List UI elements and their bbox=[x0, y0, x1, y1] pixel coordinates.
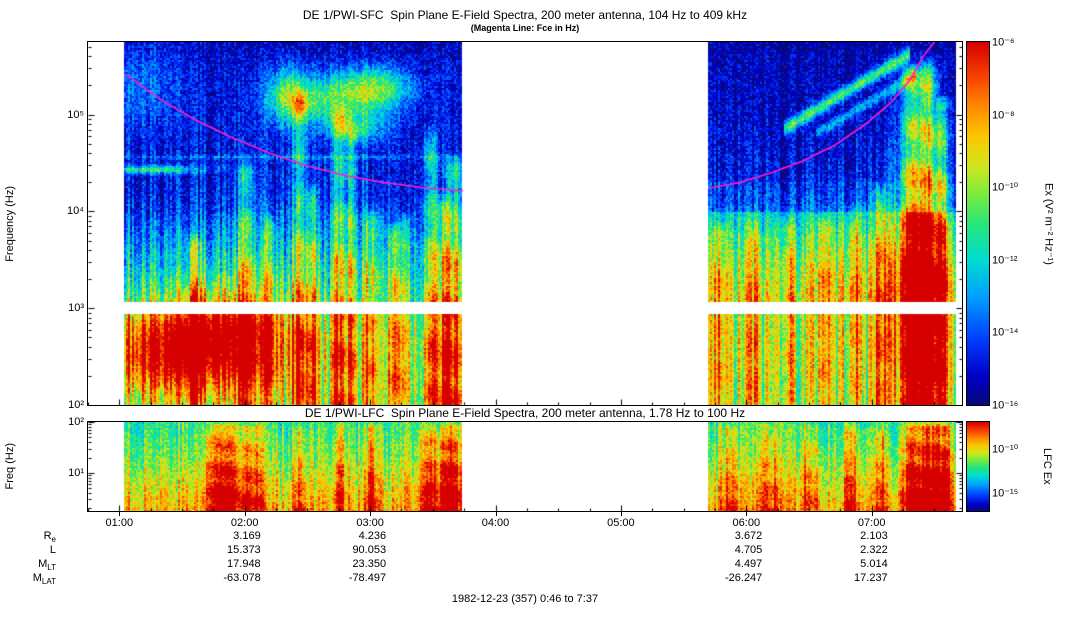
ephemeris-value: 4.705 bbox=[734, 544, 763, 556]
sfc-colorbar-tick-label: 10⁻¹² bbox=[992, 254, 1018, 267]
sfc-y-tick-label: 10⁵ bbox=[67, 108, 84, 121]
date-range-caption: 1982-12-23 (357) 0:46 to 7:37 bbox=[451, 593, 599, 605]
lfc-colorbar-box bbox=[966, 421, 990, 512]
x-axis-tick bbox=[370, 512, 372, 516]
lfc-spectrogram-canvas bbox=[88, 422, 962, 511]
ephemeris-value: -63.078 bbox=[223, 572, 261, 584]
ephemeris-value: 5.014 bbox=[860, 558, 888, 570]
sfc-colorbar-tick-label: 10⁻¹⁴ bbox=[992, 326, 1019, 339]
ephemeris-value: -26.247 bbox=[724, 572, 763, 584]
x-tick-label: 02:00 bbox=[230, 517, 259, 529]
lfc-colorbar-tick-label: 10⁻¹⁰ bbox=[992, 443, 1019, 456]
sfc-plot-area bbox=[87, 41, 963, 406]
ephemeris-value: 3.169 bbox=[233, 530, 261, 542]
x-axis-tick bbox=[495, 512, 497, 516]
lfc-y-axis-label: Freq (Hz) bbox=[4, 443, 16, 490]
sfc-title: DE 1/PWI-SFC Spin Plane E-Field Spectra,… bbox=[302, 8, 748, 22]
x-axis-tick bbox=[871, 512, 873, 516]
lfc-colorbar-tick-label: 10⁻¹⁵ bbox=[992, 487, 1019, 500]
sfc-colorbar-tick-label: 10⁻⁸ bbox=[992, 109, 1015, 122]
ephemeris-value: 2.322 bbox=[860, 544, 888, 556]
sfc-y-tick-label: 10⁴ bbox=[67, 205, 84, 218]
ephemeris-label-sub: e bbox=[51, 535, 56, 545]
ephemeris-label-main: M bbox=[38, 558, 48, 570]
sfc-colorbar-label: Ex (V² m⁻² Hz⁻¹) bbox=[1042, 182, 1055, 265]
sfc-subtitle: (Magenta Line: Fce in Hz) bbox=[470, 23, 580, 33]
x-axis-tick bbox=[746, 512, 748, 516]
ephemeris-value: 15.373 bbox=[227, 544, 261, 556]
ephemeris-row-label: L bbox=[18, 544, 56, 556]
ephemeris-value: 4.236 bbox=[358, 530, 387, 542]
lfc-y-tick-label: 10² bbox=[68, 416, 84, 428]
x-tick-label: 03:00 bbox=[356, 517, 384, 529]
sfc-colorbar-tick-label: 10⁻¹⁰ bbox=[992, 181, 1019, 194]
ephemeris-label-sub: LT bbox=[47, 563, 56, 573]
x-axis-tick bbox=[244, 512, 246, 516]
ephemeris-value: 2.103 bbox=[860, 530, 888, 542]
ephemeris-row-label: MLAT bbox=[18, 572, 56, 586]
x-tick-label: 05:00 bbox=[607, 517, 635, 529]
sfc-colorbar-tick-label: 10⁻¹⁶ bbox=[992, 399, 1019, 412]
x-tick-label: 04:00 bbox=[481, 517, 510, 529]
x-tick-label: 07:00 bbox=[857, 517, 886, 529]
lfc-y-tick-label: 10¹ bbox=[68, 466, 84, 479]
ephemeris-label-main: R bbox=[43, 530, 52, 542]
lfc-colorbar-label: LFC Ex bbox=[1041, 448, 1053, 485]
sfc-y-tick-label: 10³ bbox=[68, 302, 84, 315]
x-axis-tick bbox=[119, 512, 121, 516]
ephemeris-value: -78.497 bbox=[348, 572, 387, 584]
sfc-spectrogram-canvas bbox=[88, 42, 962, 405]
x-axis-tick bbox=[620, 512, 622, 516]
ephemeris-value: 17.948 bbox=[227, 558, 261, 570]
lfc-title: DE 1/PWI-LFC Spin Plane E-Field Spectra,… bbox=[304, 406, 746, 420]
ephemeris-value: 3.672 bbox=[734, 530, 763, 542]
ephemeris-label-sub: LAT bbox=[41, 577, 56, 587]
x-tick-label: 06:00 bbox=[732, 517, 761, 529]
ephemeris-row-label: MLT bbox=[18, 558, 56, 572]
sfc-colorbar-box bbox=[966, 41, 990, 406]
lfc-plot-area bbox=[87, 421, 963, 512]
sfc-colorbar bbox=[967, 42, 989, 405]
ephemeris-value: 17.237 bbox=[854, 572, 888, 584]
ephemeris-value: 90.053 bbox=[352, 544, 387, 556]
sfc-y-axis-label: Frequency (Hz) bbox=[4, 185, 16, 262]
ephemeris-label-main: M bbox=[32, 572, 42, 584]
ephemeris-value: 23.350 bbox=[352, 558, 387, 570]
x-tick-label: 01:00 bbox=[105, 517, 134, 529]
ephemeris-label-main: L bbox=[49, 544, 56, 556]
sfc-colorbar-tick-label: 10⁻⁶ bbox=[992, 36, 1015, 49]
sfc-y-tick-label: 10² bbox=[68, 399, 84, 411]
ephemeris-row-label: Re bbox=[18, 530, 56, 544]
lfc-colorbar bbox=[967, 422, 989, 511]
ephemeris-value: 4.497 bbox=[734, 558, 763, 570]
